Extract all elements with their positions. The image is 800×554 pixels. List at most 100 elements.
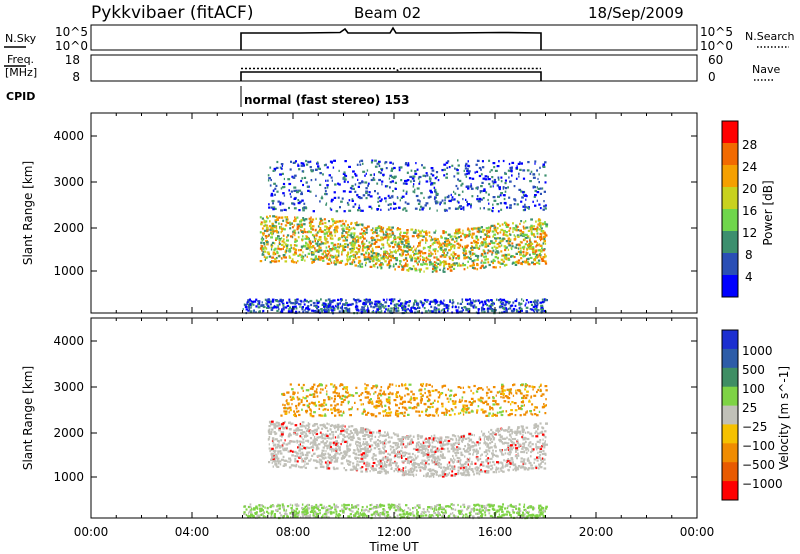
data-cell: [420, 466, 424, 469]
data-cell: [430, 300, 433, 303]
data-cell: [531, 467, 535, 470]
data-cell: [313, 443, 316, 446]
data-cell: [326, 429, 329, 432]
data-cell: [358, 250, 361, 253]
data-cell: [477, 443, 480, 446]
data-cell: [516, 234, 519, 237]
data-cell: [356, 444, 359, 447]
data-cell: [443, 303, 446, 306]
data-cell: [305, 439, 307, 442]
data-cell: [462, 251, 464, 254]
data-cell: [283, 194, 286, 197]
data-cell: [336, 459, 338, 462]
data-cell: [319, 183, 322, 186]
data-cell: [482, 432, 486, 435]
data-cell: [366, 169, 369, 172]
data-cell: [395, 259, 399, 262]
data-cell: [325, 202, 328, 205]
data-cell: [375, 444, 377, 447]
data-cell: [337, 456, 339, 459]
data-cell: [313, 429, 315, 432]
data-cell: [485, 449, 488, 452]
data-cell: [504, 310, 508, 313]
data-cell: [296, 298, 299, 301]
data-cell: [480, 468, 482, 472]
data-cell: [359, 450, 361, 453]
data-cell: [461, 306, 463, 310]
data-cell: [419, 306, 421, 309]
data-cell: [242, 308, 244, 311]
data-cell: [274, 225, 277, 228]
data-cell: [363, 246, 367, 249]
data-cell: [382, 443, 385, 446]
data-cell: [421, 239, 424, 242]
data-cell: [444, 469, 447, 472]
data-cell: [378, 463, 381, 466]
data-cell: [302, 230, 306, 233]
data-cell: [260, 304, 262, 307]
data-cell: [544, 441, 546, 445]
data-cell: [295, 160, 297, 163]
data-cell: [525, 253, 527, 256]
data-cell: [310, 303, 313, 307]
data-cell: [419, 469, 421, 472]
data-cell: [452, 255, 455, 258]
data-cell: [403, 307, 406, 310]
data-cell: [288, 189, 290, 192]
data-cell: [330, 200, 333, 203]
data-cell: [516, 428, 519, 431]
data-cell: [525, 306, 529, 309]
data-cell: [363, 242, 366, 245]
data-cell: [314, 247, 316, 250]
data-cell: [332, 299, 336, 302]
data-cell: [301, 230, 304, 233]
data-cell: [450, 198, 453, 201]
data-cell: [414, 170, 417, 173]
data-cell: [258, 302, 261, 305]
data-cell: [327, 302, 330, 306]
data-cell: [348, 226, 350, 229]
data-cell: [288, 432, 291, 435]
data-cell: [341, 251, 343, 254]
data-cell: [352, 226, 355, 229]
data-cell: [374, 165, 378, 168]
data-cell: [344, 452, 347, 455]
data-cell: [352, 462, 355, 465]
data-cell: [455, 257, 458, 260]
data-cell: [381, 305, 385, 308]
data-cell: [462, 248, 465, 252]
data-cell: [541, 457, 544, 460]
data-cell: [431, 238, 434, 241]
data-cell: [423, 270, 425, 273]
data-cell: [485, 454, 487, 457]
data-cell: [383, 253, 386, 256]
data-cell: [327, 256, 329, 259]
data-cell: [327, 249, 329, 252]
data-cell: [457, 230, 460, 233]
data-cell: [319, 463, 323, 466]
data-cell: [423, 252, 427, 255]
data-cell: [324, 461, 327, 464]
data-cell: [376, 162, 379, 165]
data-cell: [346, 451, 349, 454]
data-cell: [352, 436, 355, 439]
data-cell: [341, 234, 343, 237]
data-cell: [280, 425, 282, 428]
data-cell: [527, 301, 530, 304]
data-cell: [434, 239, 436, 242]
data-cell: [495, 466, 498, 469]
data-cell: [303, 206, 306, 209]
data-cell: [372, 177, 375, 180]
data-cell: [412, 447, 416, 451]
data-cell: [318, 247, 321, 250]
data-cell: [274, 247, 277, 250]
data-cell: [301, 177, 304, 180]
data-cell: [431, 262, 434, 265]
data-cell: [421, 263, 424, 266]
data-cell: [473, 267, 476, 270]
data-cell: [298, 303, 300, 306]
data-cell: [412, 175, 416, 178]
data-cell: [361, 228, 363, 231]
data-cell: [326, 310, 329, 313]
data-cell: [543, 237, 546, 241]
